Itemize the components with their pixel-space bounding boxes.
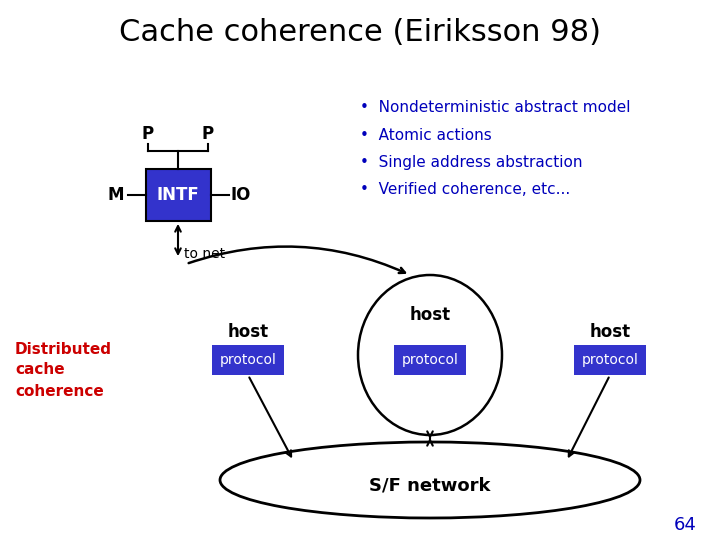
Text: P: P <box>142 125 154 143</box>
Text: protocol: protocol <box>220 353 276 367</box>
Text: •  Single address abstraction: • Single address abstraction <box>360 154 582 170</box>
Text: 64: 64 <box>674 516 696 534</box>
Text: Distributed
cache
coherence: Distributed cache coherence <box>15 341 112 399</box>
FancyBboxPatch shape <box>574 345 646 375</box>
Text: host: host <box>228 323 269 341</box>
Text: P: P <box>202 125 214 143</box>
Text: INTF: INTF <box>157 186 199 204</box>
Text: host: host <box>590 323 631 341</box>
FancyBboxPatch shape <box>394 345 466 375</box>
Text: to net: to net <box>184 247 225 261</box>
Text: M: M <box>107 186 124 204</box>
Text: •  Verified coherence, etc...: • Verified coherence, etc... <box>360 181 570 197</box>
Ellipse shape <box>358 275 502 435</box>
Text: •  Nondeterministic abstract model: • Nondeterministic abstract model <box>360 100 631 116</box>
Text: •  Atomic actions: • Atomic actions <box>360 127 492 143</box>
FancyBboxPatch shape <box>145 169 210 221</box>
Text: protocol: protocol <box>402 353 459 367</box>
Text: IO: IO <box>230 186 251 204</box>
Text: S/F network: S/F network <box>369 476 491 494</box>
Text: Cache coherence (Eiriksson 98): Cache coherence (Eiriksson 98) <box>119 18 601 47</box>
Ellipse shape <box>220 442 640 518</box>
Text: protocol: protocol <box>582 353 639 367</box>
FancyBboxPatch shape <box>212 345 284 375</box>
Text: host: host <box>410 306 451 324</box>
